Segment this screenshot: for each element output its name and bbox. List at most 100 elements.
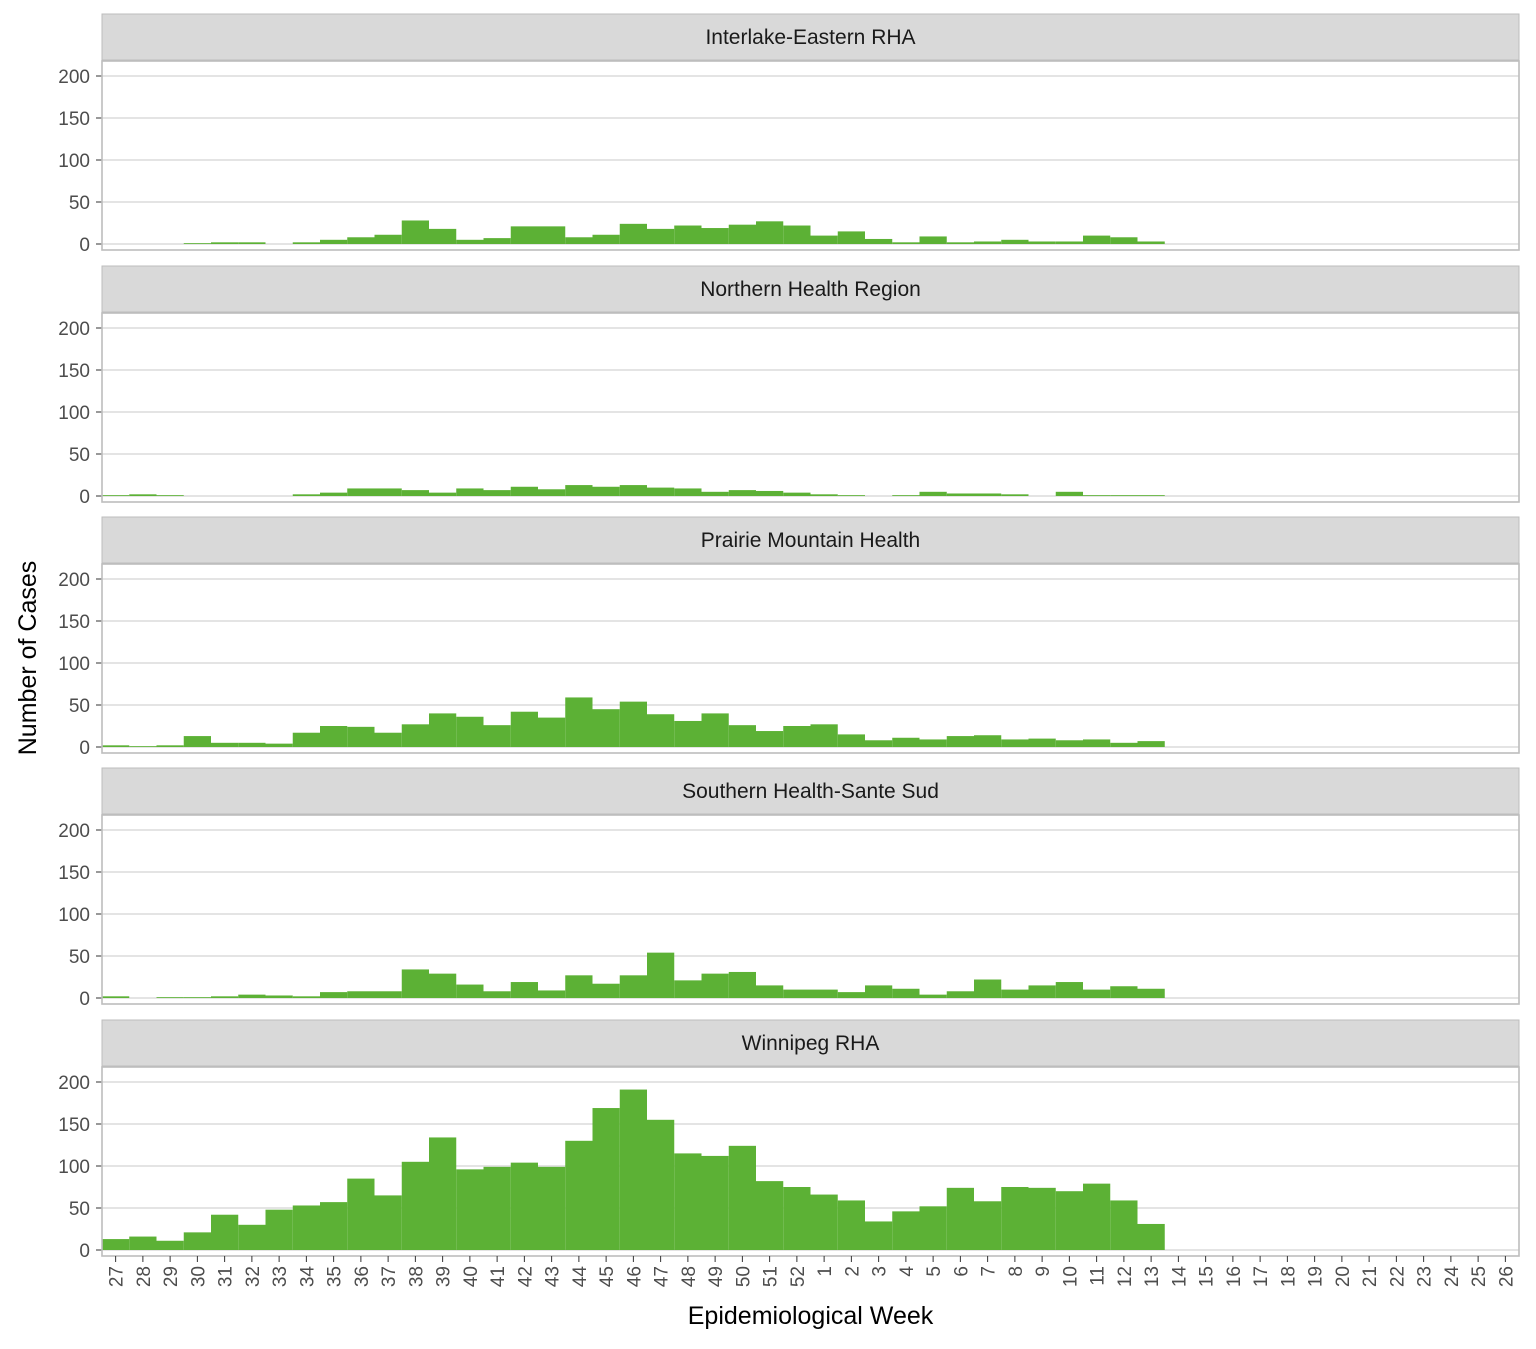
y-tick-label: 50 xyxy=(69,193,90,214)
bar-winnipeg-rha-week-49 xyxy=(701,1155,729,1250)
bar-southern-health-sante-sud-week-50 xyxy=(728,971,756,998)
facet-panel-3: Prairie Mountain Health 0 50 100 150 200 xyxy=(58,516,1520,759)
panel-border xyxy=(101,814,1520,1005)
x-tick-label: 36 xyxy=(352,1266,373,1287)
bar-prairie-mountain-health-week-41 xyxy=(483,725,511,747)
bar-southern-health-sante-sud-week-52 xyxy=(783,989,811,998)
bar-prairie-mountain-health-week-10 xyxy=(1055,740,1083,747)
bar-northern-health-region-week-51 xyxy=(756,490,784,496)
bar-winnipeg-rha-week-50 xyxy=(728,1145,756,1250)
bar-southern-health-sante-sud-week-36 xyxy=(347,991,375,998)
bar-northern-health-region-week-47 xyxy=(647,487,675,496)
x-tick-label: 23 xyxy=(1415,1266,1436,1287)
x-tick-label: 51 xyxy=(761,1266,782,1287)
bar-southern-health-sante-sud-week-13 xyxy=(1137,988,1165,998)
bar-northern-health-region-week-45 xyxy=(592,486,620,496)
bar-prairie-mountain-health-week-50 xyxy=(728,725,756,747)
bar-winnipeg-rha-week-2 xyxy=(837,1200,865,1250)
y-tick-label: 50 xyxy=(69,445,90,466)
bar-winnipeg-rha-week-3 xyxy=(865,1221,893,1250)
bar-southern-health-sante-sud-week-47 xyxy=(647,952,675,998)
x-tick-label: 2 xyxy=(842,1266,863,1277)
bar-prairie-mountain-health-week-49 xyxy=(701,713,729,747)
bar-southern-health-sante-sud-week-31 xyxy=(211,996,239,998)
bar-northern-health-region-week-6 xyxy=(946,493,974,496)
bar-winnipeg-rha-week-36 xyxy=(347,1178,375,1250)
x-tick-label: 37 xyxy=(379,1266,400,1287)
plot-background xyxy=(102,61,1519,250)
plot-background xyxy=(102,815,1519,1004)
y-tick-label: 200 xyxy=(58,821,90,842)
panel-border xyxy=(101,1066,1520,1257)
bar-prairie-mountain-health-week-8 xyxy=(1001,739,1029,747)
y-tick-label: 150 xyxy=(58,361,90,382)
x-tick-label: 35 xyxy=(325,1266,346,1287)
y-tick-label: 0 xyxy=(79,487,90,508)
bar-prairie-mountain-health-week-28 xyxy=(129,746,157,747)
y-tick-label: 50 xyxy=(69,947,90,968)
bar-interlake-eastern-rha-week-6 xyxy=(946,242,974,244)
bar-northern-health-region-week-35 xyxy=(320,492,348,496)
x-tick-label: 29 xyxy=(161,1266,182,1287)
x-tick-label: 32 xyxy=(243,1266,264,1287)
bar-prairie-mountain-health-week-35 xyxy=(320,726,348,747)
bar-northern-health-region-week-1 xyxy=(810,494,838,496)
y-tick-label: 200 xyxy=(58,1073,90,1094)
bar-winnipeg-rha-week-6 xyxy=(946,1187,974,1250)
bar-winnipeg-rha-week-37 xyxy=(374,1195,402,1250)
x-tick-label: 17 xyxy=(1251,1266,1272,1287)
facet-panel-5: Winnipeg RHA 0 50 100 150 200 xyxy=(58,1019,1520,1262)
bar-northern-health-region-week-12 xyxy=(1110,495,1138,496)
x-tick-label: 41 xyxy=(488,1266,509,1287)
bar-winnipeg-rha-week-11 xyxy=(1083,1183,1111,1250)
x-tick-label: 52 xyxy=(788,1266,809,1287)
bar-winnipeg-rha-week-51 xyxy=(756,1181,784,1250)
bar-northern-health-region-week-4 xyxy=(892,495,920,496)
bar-northern-health-region-week-38 xyxy=(401,490,429,496)
bar-southern-health-sante-sud-week-38 xyxy=(401,969,429,998)
bar-southern-health-sante-sud-week-35 xyxy=(320,992,348,998)
bar-interlake-eastern-rha-week-47 xyxy=(647,228,675,244)
bar-prairie-mountain-health-week-48 xyxy=(674,720,702,747)
bar-winnipeg-rha-week-27 xyxy=(102,1239,130,1250)
facet-panel-4: Southern Health-Sante Sud 0 50 100 150 200 xyxy=(58,767,1520,1010)
bar-prairie-mountain-health-week-30 xyxy=(183,736,211,747)
bar-prairie-mountain-health-week-39 xyxy=(429,713,457,747)
bar-southern-health-sante-sud-week-1 xyxy=(810,989,838,998)
x-tick-label: 43 xyxy=(543,1266,564,1287)
bar-prairie-mountain-health-week-33 xyxy=(265,743,293,747)
bar-winnipeg-rha-week-7 xyxy=(974,1201,1002,1250)
bar-northern-health-region-week-50 xyxy=(728,490,756,496)
x-tick-label: 25 xyxy=(1469,1266,1490,1287)
y-tick-label: 100 xyxy=(58,1157,90,1178)
bar-interlake-eastern-rha-week-42 xyxy=(510,226,538,244)
x-tick-label: 20 xyxy=(1333,1266,1354,1287)
bar-prairie-mountain-health-week-52 xyxy=(783,726,811,747)
x-tick-label: 40 xyxy=(461,1266,482,1287)
bar-interlake-eastern-rha-week-32 xyxy=(238,242,266,244)
plot-background xyxy=(102,564,1519,753)
x-tick-label: 30 xyxy=(188,1266,209,1287)
bar-northern-health-region-week-36 xyxy=(347,488,375,496)
facet-strip xyxy=(101,1019,1520,1067)
bar-prairie-mountain-health-week-29 xyxy=(156,745,184,747)
bar-prairie-mountain-health-week-44 xyxy=(565,697,593,747)
bar-winnipeg-rha-week-52 xyxy=(783,1187,811,1250)
bar-prairie-mountain-health-week-34 xyxy=(292,732,320,747)
y-tick-label: 0 xyxy=(79,235,90,256)
x-tick-label: 44 xyxy=(570,1266,591,1288)
facet-strip-label: Interlake-Eastern RHA xyxy=(705,26,915,49)
bar-northern-health-region-week-39 xyxy=(429,492,457,496)
x-tick-label: 28 xyxy=(134,1266,155,1287)
bar-southern-health-sante-sud-week-44 xyxy=(565,975,593,998)
bar-winnipeg-rha-week-44 xyxy=(565,1140,593,1250)
bar-southern-health-sante-sud-week-46 xyxy=(619,975,647,998)
bar-prairie-mountain-health-week-27 xyxy=(102,745,130,747)
bar-southern-health-sante-sud-week-6 xyxy=(946,991,974,998)
x-tick-label: 47 xyxy=(652,1266,673,1287)
facet-strip xyxy=(101,516,1520,564)
panel-border xyxy=(101,60,1520,251)
bar-interlake-eastern-rha-week-9 xyxy=(1028,241,1056,244)
bar-interlake-eastern-rha-week-44 xyxy=(565,237,593,244)
